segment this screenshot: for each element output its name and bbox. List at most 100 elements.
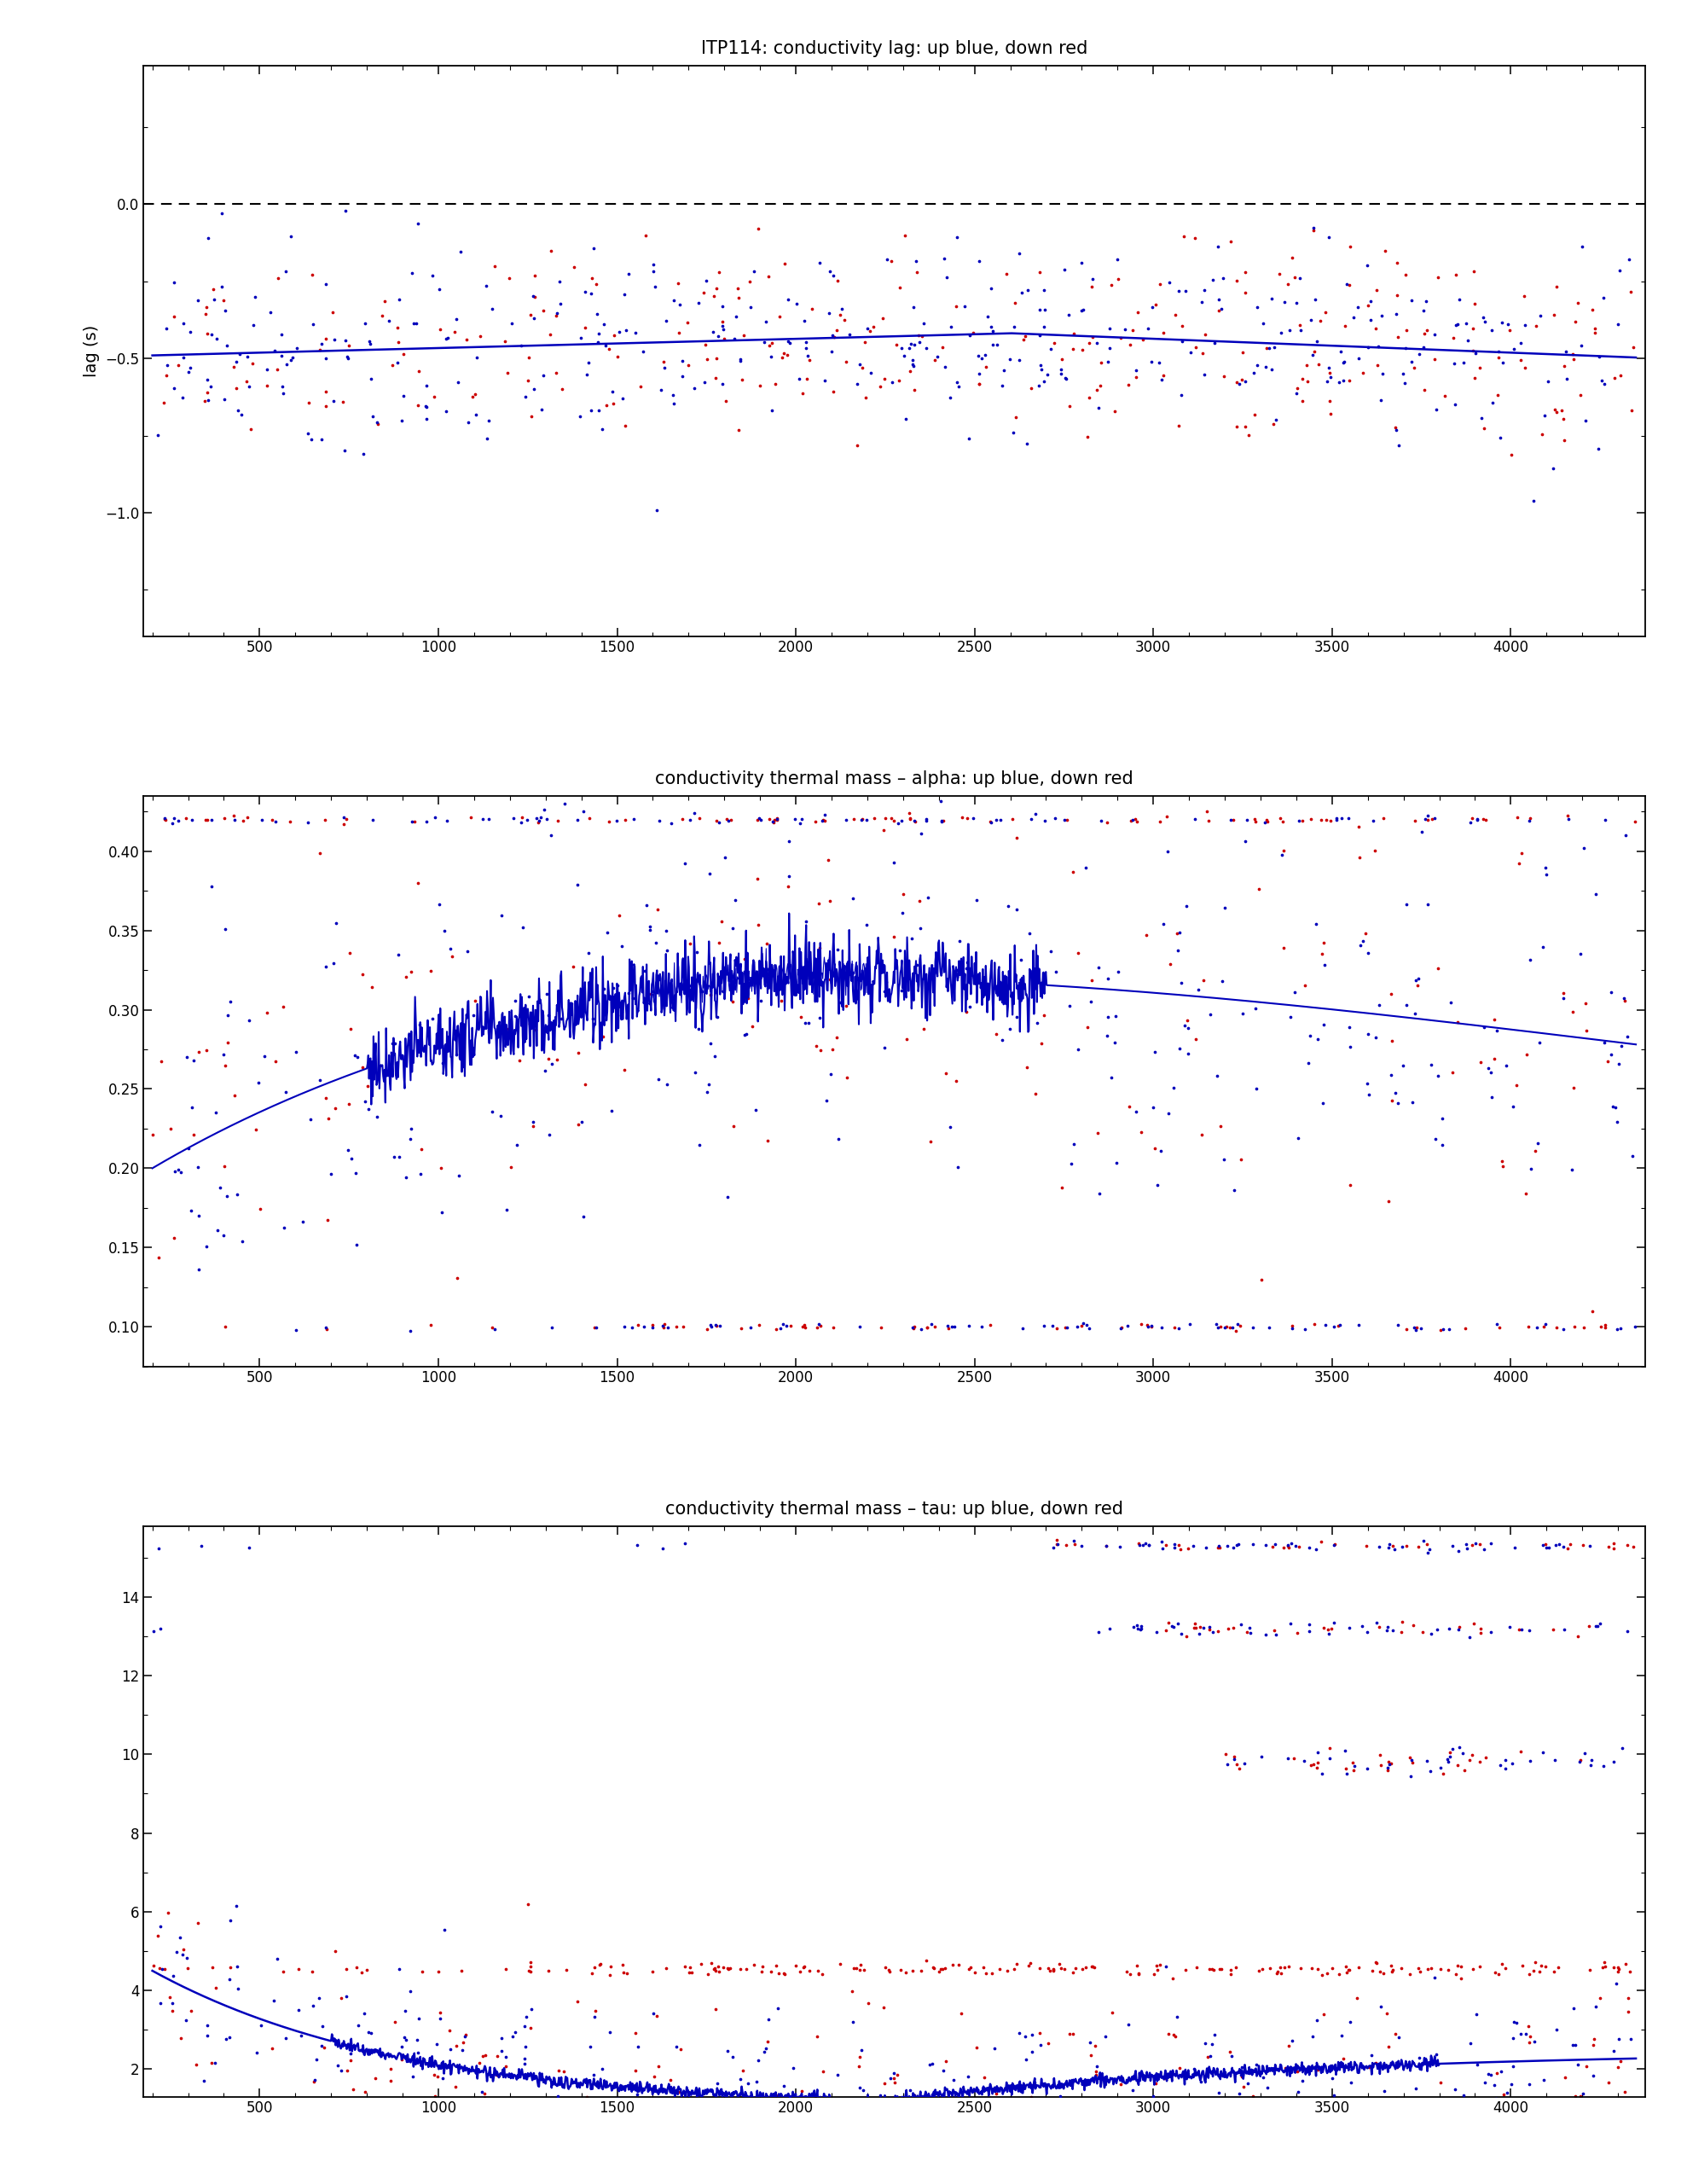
Point	[601, 319, 628, 354]
Point	[864, 2145, 891, 2180]
Point	[1240, 2079, 1267, 2114]
Point	[914, 1310, 941, 1345]
Point	[1550, 349, 1577, 384]
Point	[594, 915, 621, 950]
Point	[1238, 1527, 1265, 1562]
Point	[1589, 1950, 1616, 1985]
Point	[1318, 360, 1345, 395]
Point	[584, 1310, 611, 1345]
Point	[931, 1950, 958, 1985]
Point	[1124, 2114, 1151, 2149]
Point	[968, 1308, 995, 1343]
Point	[982, 2075, 1009, 2110]
Point	[1017, 1946, 1044, 1981]
Point	[899, 922, 926, 957]
Point	[1582, 314, 1609, 349]
Point	[1554, 363, 1581, 397]
Point	[960, 314, 987, 349]
Point	[580, 2057, 607, 2092]
Point	[1584, 1610, 1611, 1645]
Point	[1441, 2073, 1468, 2108]
Point	[1414, 887, 1441, 922]
Point	[553, 1952, 580, 1987]
Point	[1468, 400, 1495, 435]
Point	[940, 1308, 967, 1343]
Point	[405, 2001, 432, 2035]
Point	[1571, 1310, 1598, 1345]
Point	[1544, 1310, 1571, 1345]
Point	[793, 330, 820, 365]
Point	[978, 310, 1005, 345]
Point	[1157, 946, 1184, 981]
Point	[1392, 365, 1419, 400]
Point	[987, 804, 1014, 839]
Point	[771, 1957, 798, 1992]
Point	[1000, 286, 1027, 321]
Point	[612, 802, 639, 836]
Point	[599, 2136, 626, 2171]
Point	[1307, 304, 1334, 339]
Point	[1304, 2114, 1331, 2149]
Point	[511, 2009, 538, 2044]
Point	[815, 843, 842, 878]
Point	[390, 378, 417, 413]
Point	[1284, 376, 1311, 411]
Point	[589, 413, 616, 448]
Point	[385, 325, 412, 360]
Point	[1508, 1612, 1535, 1647]
Point	[1031, 1308, 1058, 1343]
Point	[1002, 400, 1029, 435]
Point	[1031, 310, 1058, 345]
Point	[405, 205, 432, 240]
Point	[899, 1310, 926, 1345]
Point	[763, 1313, 790, 1348]
Point	[155, 1981, 182, 2016]
Point	[1147, 1133, 1174, 1168]
Point	[1366, 1747, 1393, 1782]
Point	[1085, 1614, 1112, 1649]
Point	[849, 802, 876, 836]
Point	[521, 301, 548, 336]
Point	[727, 1950, 754, 1985]
Point	[977, 804, 1004, 839]
Point	[216, 1902, 243, 1937]
Point	[1132, 917, 1159, 952]
Point	[823, 1020, 850, 1055]
Point	[491, 323, 518, 358]
Point	[1189, 963, 1216, 998]
Point	[1587, 1308, 1614, 1343]
Point	[579, 275, 606, 310]
Point	[1466, 1044, 1493, 1079]
Point	[796, 1952, 823, 1987]
Point	[1151, 358, 1178, 393]
Point	[199, 869, 226, 904]
Point	[1188, 284, 1215, 319]
Point	[140, 1116, 167, 1151]
Point	[1614, 1994, 1641, 2029]
Point	[442, 2145, 469, 2180]
Point	[643, 1998, 670, 2033]
Point	[1336, 2005, 1363, 2040]
Point	[1248, 1738, 1275, 1773]
Point	[953, 994, 980, 1029]
Point	[1088, 345, 1115, 380]
Point	[1205, 229, 1232, 264]
Point	[1086, 2099, 1113, 2134]
Point	[165, 347, 192, 382]
Point	[867, 2077, 894, 2112]
Point	[1083, 325, 1110, 360]
Point	[1375, 1754, 1402, 1789]
Point	[1329, 2042, 1356, 2077]
Point	[752, 2031, 779, 2066]
Point	[1107, 1529, 1134, 1564]
Point	[1132, 1527, 1159, 1562]
Point	[1500, 2020, 1527, 2055]
Point	[776, 2079, 803, 2114]
Point	[791, 1310, 818, 1345]
Point	[1402, 2070, 1429, 2105]
Point	[1414, 802, 1441, 836]
Point	[476, 802, 503, 836]
Point	[1255, 330, 1282, 365]
Point	[1424, 2090, 1451, 2125]
Point	[1233, 2114, 1260, 2149]
